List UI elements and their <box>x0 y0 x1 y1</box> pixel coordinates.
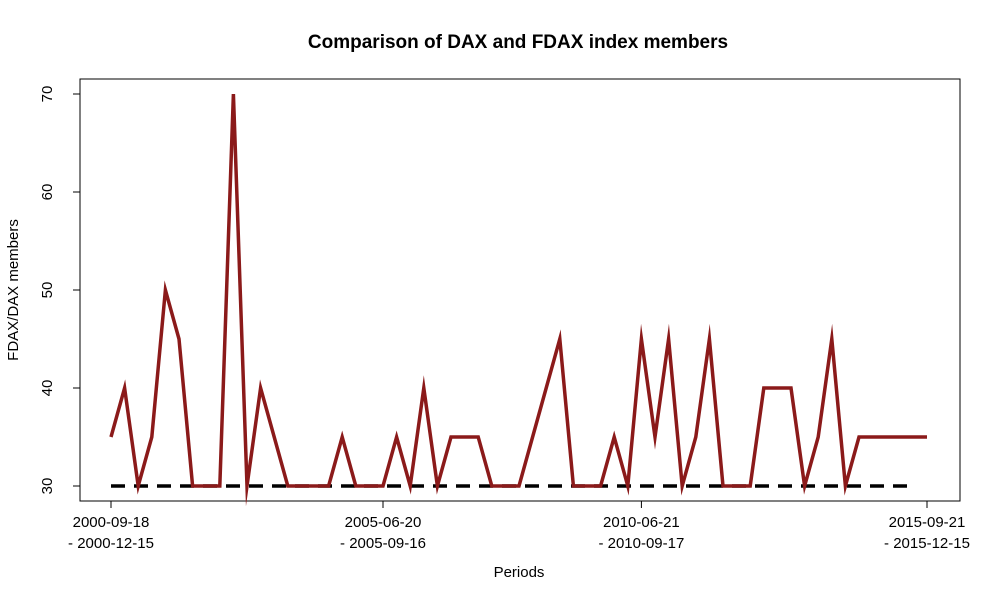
fdax-series-line <box>109 93 927 507</box>
x-tick-sublabel: - 2000-12-15 <box>68 535 154 552</box>
x-tick-sublabel: - 2010-09-17 <box>598 535 684 552</box>
x-tick-label: 2000-09-18 <box>73 514 150 531</box>
x-tick-sublabel: - 2015-12-15 <box>884 535 970 552</box>
plot-box <box>79 78 961 502</box>
x-axis-label: Periods <box>494 564 545 581</box>
y-tick-label: 70 <box>39 86 56 103</box>
y-tick-label: 60 <box>39 184 56 201</box>
x-tick-label: 2015-09-21 <box>889 514 966 531</box>
series-layer <box>109 93 927 507</box>
y-tick-label: 40 <box>39 380 56 397</box>
chart-title: Comparison of DAX and FDAX index members <box>308 32 728 53</box>
x-axis: 2000-09-18 - 2000-12-15 2005-06-20 - 2005-0… <box>68 500 970 552</box>
x-tick-label: 2005-06-20 <box>345 514 422 531</box>
x-tick-sublabel: - 2005-09-16 <box>340 535 426 552</box>
y-tick-label: 50 <box>39 282 56 299</box>
y-axis-label: FDAX/DAX members <box>5 219 22 361</box>
y-axis: 30 40 50 60 70 <box>39 86 81 495</box>
y-tick-label: 30 <box>39 478 56 495</box>
x-tick-label: 2010-06-21 <box>603 514 680 531</box>
